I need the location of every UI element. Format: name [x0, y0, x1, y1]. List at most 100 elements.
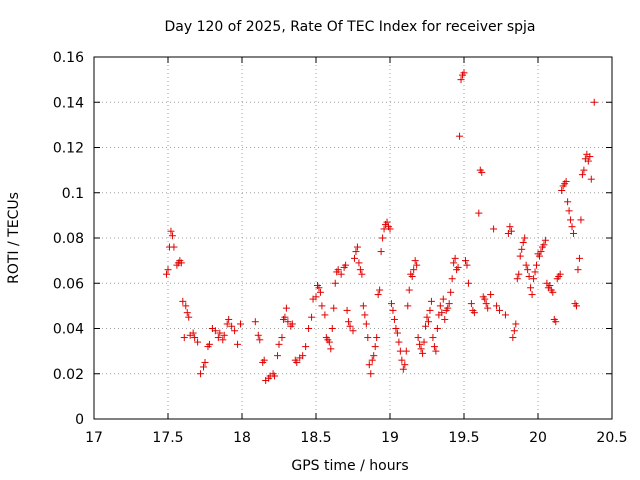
x-tick-labels: 17 17.5 18 18.5 19 19.5 20 20.5: [85, 430, 628, 446]
x-tick-label: 20: [529, 430, 547, 446]
data-point: [377, 248, 385, 256]
data-point: [191, 334, 199, 342]
data-point: [510, 327, 518, 335]
data-point: [426, 306, 434, 314]
data-point: [460, 69, 468, 77]
data-point: [376, 286, 384, 294]
y-tick-label: 0: [75, 412, 84, 428]
data-point: [420, 338, 428, 346]
data-point: [546, 282, 554, 290]
data-point: [424, 318, 432, 326]
data-point: [556, 270, 564, 278]
data-point: [225, 315, 233, 323]
data-point: [362, 320, 370, 328]
data-point: [180, 334, 188, 342]
data-point: [346, 322, 354, 330]
data-point: [389, 306, 397, 314]
data-point: [228, 322, 236, 330]
data-point: [441, 315, 449, 323]
data-point: [578, 171, 586, 179]
data-point: [541, 236, 549, 244]
data-point: [540, 241, 548, 249]
data-point: [481, 295, 489, 303]
data-point: [436, 302, 444, 310]
data-point: [365, 361, 373, 369]
data-point: [284, 318, 292, 326]
y-tick-label: 0.02: [53, 367, 84, 383]
data-point: [299, 352, 307, 360]
data-point: [168, 232, 176, 240]
data-point: [487, 291, 495, 299]
data-point: [316, 288, 324, 296]
data-point: [305, 325, 313, 332]
data-point: [182, 302, 190, 310]
x-tick-label: 19: [381, 430, 399, 446]
y-tick-label: 0.12: [53, 141, 84, 157]
data-point: [350, 254, 358, 262]
data-point: [288, 320, 296, 328]
data-point: [393, 329, 401, 337]
data-point: [527, 284, 535, 292]
data-point: [408, 272, 416, 280]
data-point: [411, 257, 419, 265]
data-point: [282, 304, 290, 312]
y-tick-label: 0.06: [53, 276, 84, 292]
data-point: [433, 325, 441, 332]
data-point: [334, 266, 342, 274]
data-point: [368, 356, 376, 364]
data-point: [398, 356, 406, 364]
data-point: [448, 275, 456, 283]
data-point: [371, 343, 379, 351]
data-point: [404, 302, 412, 310]
data-point: [584, 157, 592, 165]
data-point: [177, 259, 185, 267]
data-point: [513, 275, 521, 283]
data-point: [359, 302, 367, 310]
data-point: [467, 300, 475, 308]
data-point: [501, 311, 509, 319]
data-point: [512, 320, 520, 328]
data-point: [402, 347, 410, 355]
data-point: [352, 248, 360, 256]
data-point: [271, 372, 279, 380]
data-point: [427, 297, 435, 305]
data-point: [417, 345, 425, 353]
data-point: [399, 365, 407, 373]
data-point: [219, 336, 227, 344]
x-tick-label: 18.5: [300, 430, 331, 446]
data-point: [524, 266, 532, 274]
y-tick-label: 0.08: [53, 231, 84, 247]
y-tick-label: 0.1: [62, 186, 84, 202]
data-point: [355, 259, 363, 267]
y-tick-labels: 0 0.02 0.04 0.06 0.08 0.1 0.12 0.14 0.16: [53, 50, 84, 428]
x-tick-label: 18: [233, 430, 251, 446]
data-point: [410, 266, 418, 274]
data-point: [564, 198, 572, 206]
data-point: [302, 343, 310, 351]
data-point: [189, 329, 197, 337]
data-point: [379, 234, 387, 242]
data-point: [185, 313, 193, 321]
data-point: [395, 338, 403, 346]
data-point: [450, 259, 458, 267]
data-point: [475, 209, 483, 217]
data-point: [416, 340, 424, 348]
data-point: [531, 268, 539, 276]
data-point: [429, 334, 437, 342]
data-point: [216, 329, 224, 337]
data-point: [343, 306, 351, 314]
data-point: [518, 245, 526, 253]
data-point: [445, 300, 453, 308]
data-point: [401, 361, 409, 369]
data-point: [575, 254, 583, 262]
data-point: [194, 338, 202, 346]
data-point: [358, 270, 366, 278]
data-point: [396, 347, 404, 355]
data-point: [237, 320, 245, 328]
data-point: [430, 343, 438, 351]
chart-title: Day 120 of 2025, Rate Of TEC Index for r…: [164, 19, 535, 35]
data-point: [519, 239, 527, 247]
data-point: [167, 227, 175, 235]
data-point: [423, 313, 431, 321]
